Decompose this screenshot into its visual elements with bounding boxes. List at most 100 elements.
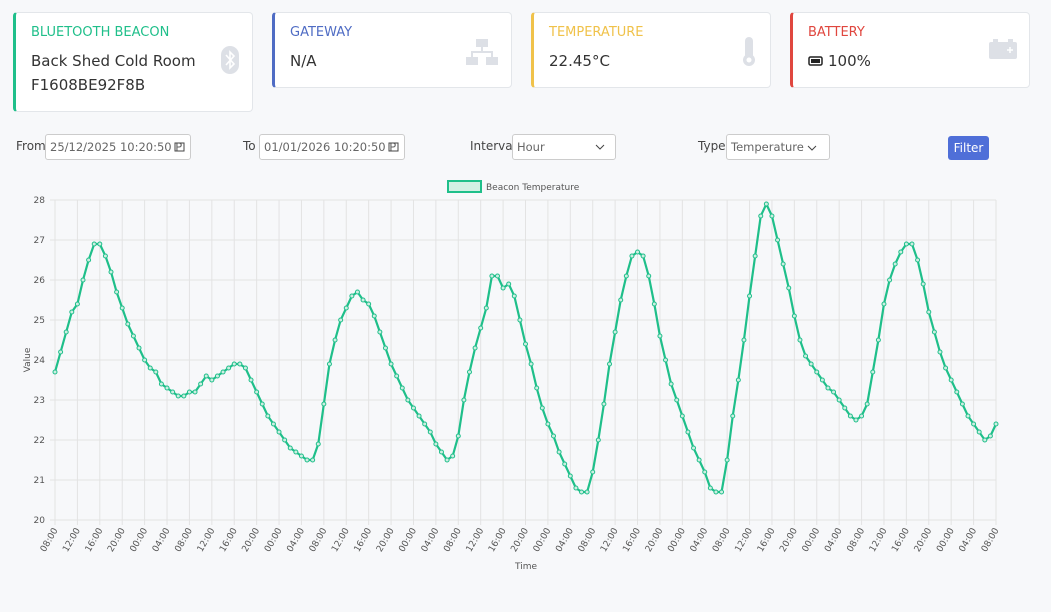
filter-button[interactable]: Filter [948,136,989,160]
point [881,301,887,307]
point [814,369,820,375]
point [203,373,209,379]
point [797,337,803,343]
point [808,361,814,367]
point [338,317,344,323]
to-label: To [243,139,256,153]
point [220,369,226,375]
point [310,457,316,463]
point [584,489,590,495]
x-tick-label: 12:00 [61,526,83,554]
point [898,249,904,255]
type-label: Type [698,139,726,153]
x-tick-label: 00:00 [532,526,554,554]
point [242,365,248,371]
point [853,417,859,423]
point [259,401,265,407]
calendar-icon [388,142,399,152]
point [803,353,809,359]
legend-label: Beacon Temperature [486,183,580,193]
point [735,377,741,383]
point [691,445,697,451]
point [623,273,629,279]
point [573,485,579,491]
x-tick-label: 00:00 [263,526,285,554]
interval-select[interactable]: Hour [512,134,616,160]
point [500,285,506,291]
point [326,361,332,367]
from-input[interactable]: 25/12/2025 10:20:50 P [45,134,191,160]
x-tick-label: 08:00 [442,526,464,554]
point [175,393,181,399]
point [976,429,982,435]
point [875,337,881,343]
y-tick-label: 24 [34,356,46,366]
x-tick-label: 08:00 [39,526,61,554]
point [730,413,736,419]
point [696,457,702,463]
point [847,413,853,419]
point [993,421,999,427]
x-tick-label: 12:00 [465,526,487,554]
point [142,357,148,363]
point [455,433,461,439]
point [332,337,338,343]
y-tick-label: 23 [34,396,45,406]
point [237,361,243,367]
point [903,241,909,247]
point [108,269,114,275]
x-tick-label: 12:00 [196,526,218,554]
chevron [807,145,817,151]
x-tick-label: 00:00 [666,526,688,554]
point [747,293,753,299]
card-text: 22.45°C [549,52,610,70]
x-tick-label: 04:00 [420,526,442,554]
x-tick-label: 04:00 [554,526,576,554]
x-tick-label: 04:00 [689,526,711,554]
point [147,365,153,371]
point [859,413,865,419]
y-tick-label: 22 [34,436,45,446]
point [91,241,97,247]
y-tick-label: 20 [34,516,46,526]
point [276,429,282,435]
point [595,437,601,443]
point [343,305,349,311]
card-row: 100% [808,49,1014,73]
point [752,253,758,259]
point [562,461,568,467]
point [489,273,495,279]
type-select[interactable]: Temperature [726,134,830,160]
point [494,273,500,279]
point [629,253,635,259]
to-input[interactable]: 01/01/2026 10:20:50 P [259,134,405,160]
x-tick-label: 04:00 [958,526,980,554]
battery-icon-large [989,39,1017,59]
point [775,237,781,243]
point [74,301,80,307]
card: BATTERY 100% [790,12,1030,88]
point [780,261,786,267]
point [52,369,58,375]
point [674,397,680,403]
point [971,421,977,427]
point [870,369,876,375]
point [707,485,713,491]
from-value: 25/12/2025 10:20:50 P [50,140,183,154]
x-tick-label: 12:00 [330,526,352,554]
point [987,433,993,439]
point [909,241,915,247]
point [164,385,170,391]
bluetooth-icon [221,46,239,74]
x-tick-label: 20:00 [913,526,935,554]
point [741,337,747,343]
x-axis-label: Time [514,562,537,572]
point [825,385,831,391]
point [982,437,988,443]
interval-label: Interval [470,139,516,153]
point [349,293,355,299]
point [948,377,954,383]
point [612,329,618,335]
point [466,369,472,375]
